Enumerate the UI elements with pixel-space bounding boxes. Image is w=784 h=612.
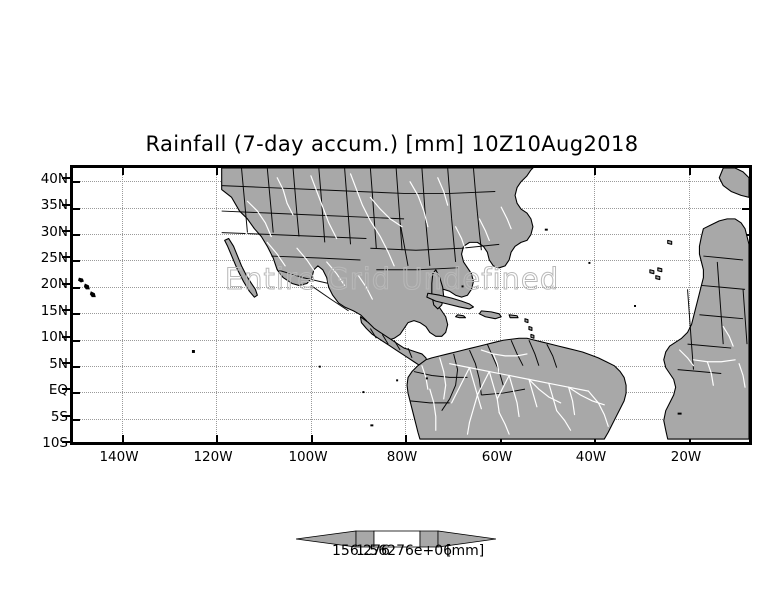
landmass-cuba [426,292,474,310]
landmass-iberia [718,168,749,198]
axis-tick-y [73,419,80,421]
axis-tick-y [73,234,80,236]
colorbar-units-label: [mm] [446,543,485,559]
colorbar [296,527,496,551]
axis-tick-stub-y [62,388,70,390]
landmass-hawaii [77,277,96,298]
landmass-hispaniola [478,310,502,320]
map-plot-area [70,165,752,445]
world-map-landmass [77,168,749,440]
axis-tick-y [73,287,80,289]
colorbar-min-label: 156.276 [332,543,390,559]
axis-tick-x [594,168,596,175]
axis-tick-x [216,168,218,175]
axis-tick-y [73,313,80,315]
landmass-canary-islands [667,239,673,245]
axis-label-x: 140W [99,449,139,465]
axis-label-y: 40N [40,171,68,187]
landmass-cape-verde [649,269,655,275]
axis-tick-stub-y [62,415,70,417]
axis-tick-stub-y [62,230,70,232]
landmass-cape-verde [655,275,661,281]
axis-label-x: 100W [288,449,328,465]
axis-tick-stub-y [62,362,70,364]
small-islands [191,228,682,427]
axis-tick-stub-y [62,309,70,311]
landmass-north-america [221,168,534,341]
axis-tick-x [216,435,218,442]
axis-label-x: 40W [575,449,607,465]
axis-label-x: 120W [193,449,233,465]
landmass-lesser-antilles [530,333,535,339]
axis-label-y: 5S [50,409,68,425]
colorbar-right-arrow [437,530,496,548]
axis-label-y: 20N [40,276,68,292]
axis-tick-stub-y [62,336,70,338]
axis-tick-stub-y [62,204,70,206]
landmass-cape-verde [657,267,663,273]
axis-label-x: 60W [481,449,513,465]
axis-tick-y [73,208,80,210]
axis-label-y: 10S [42,435,68,451]
axis-label-x: 20W [670,449,702,465]
axis-tick-y [742,208,749,210]
landmass-puerto-rico [508,314,519,319]
axis-label-y: 35N [40,197,68,213]
axis-label-y: 25N [40,250,68,266]
river-network [236,173,746,435]
axis-label-x: 80W [386,449,418,465]
axis-tick-x [689,168,691,175]
axis-label-y: 10N [40,329,68,345]
axis-tick-x [405,435,407,442]
axis-tick-x [311,435,313,442]
axis-tick-stub-y [62,441,70,443]
landmass-jamaica [455,314,467,319]
political-borders [221,168,748,411]
axis-tick-stub-y [62,283,70,285]
axis-label-y: 15N [40,303,68,319]
landmass-west-africa [663,218,749,440]
axis-tick-y [73,260,80,262]
landmass-baja-california [224,237,258,298]
landmass-south-america [406,337,627,440]
axis-tick-stub-y [62,256,70,258]
axis-label-y: 5N [49,356,68,372]
axis-tick-x [122,168,124,175]
axis-label-y: 30N [40,224,68,240]
axis-label-y: EQ [48,382,68,398]
chart-title: Rainfall (7-day accum.) [mm] 10Z10Aug201… [145,132,639,156]
landmass-lesser-antilles [528,325,533,331]
axis-tick-y [73,340,80,342]
axis-tick-y [73,366,80,368]
axis-tick-y [73,392,80,394]
axis-tick-stub-y [62,177,70,179]
colorbar-labels: 156.276 1.56276e+06 [mm] [296,543,496,561]
landmass-lesser-antilles [524,318,529,324]
axis-tick-x [122,435,124,442]
colorbar-max-label: 1.56276e+06 [356,543,453,559]
axis-tick-y [73,181,80,183]
